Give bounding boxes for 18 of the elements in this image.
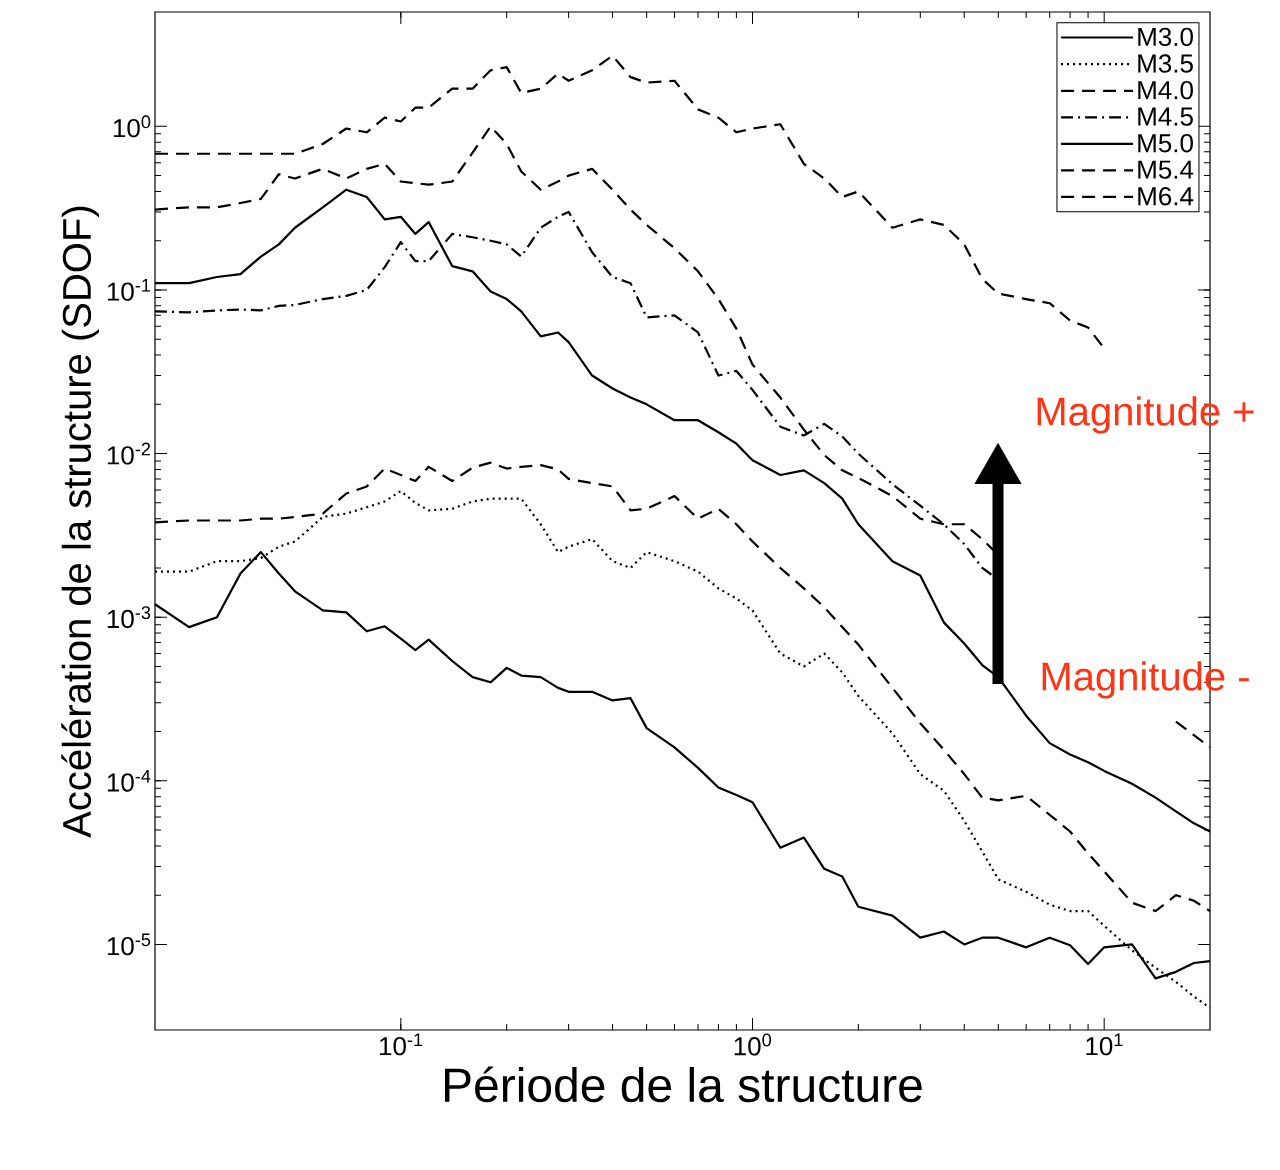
legend-label: M3.5: [1138, 54, 1193, 73]
y-tick-label: 10$^{0}$: [113, 115, 151, 138]
legend-label: M5.4: [1138, 160, 1194, 179]
x-tick-label: 10$^{-1}$: [380, 1033, 423, 1056]
y-tick-label: 10$^{-5}$: [107, 933, 151, 956]
y-tick-label: 10$^{-3}$: [107, 606, 151, 629]
legend-label: M4.5: [1138, 107, 1193, 126]
legend-label: M3.0: [1138, 27, 1193, 47]
y-tick-label: 10$^{-4}$: [107, 769, 151, 792]
legend-label: M6.4: [1138, 187, 1194, 206]
x-tick-label: 10$^{1}$: [1086, 1033, 1123, 1056]
legend-label: M5.0: [1138, 134, 1193, 153]
x-tick-label: 10$^{0}$: [734, 1033, 772, 1056]
y-tick-label: 10$^{-2}$: [107, 442, 151, 465]
legend-label: M4.0: [1138, 80, 1193, 100]
x-axis-title: Période de la structure: [444, 1066, 922, 1103]
y-tick-label: 10$^{-1}$: [107, 279, 151, 301]
y-axis-title: Accélération de la structure (SDOF): [61, 206, 99, 838]
